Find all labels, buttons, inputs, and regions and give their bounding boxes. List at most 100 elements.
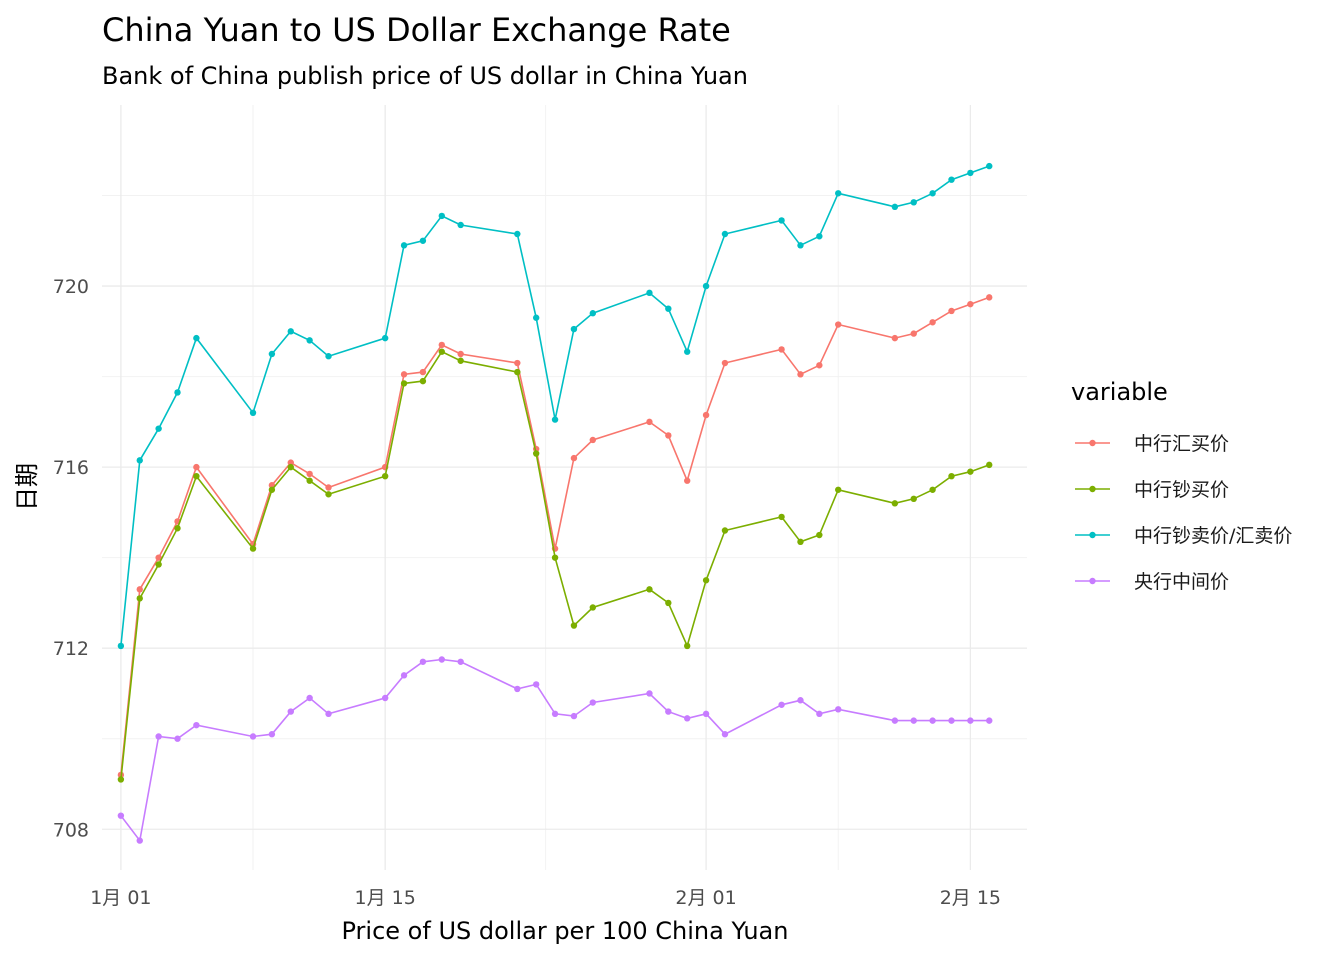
data-point: [891, 334, 899, 342]
data-point: [589, 310, 597, 317]
data-point: [948, 307, 955, 315]
y-axis-ticks: 708 712 716 720: [53, 276, 89, 841]
series-1: [117, 348, 993, 783]
data-point: [136, 586, 143, 593]
grid-major: [102, 105, 1027, 870]
data-point: [986, 461, 993, 469]
data-point: [325, 353, 332, 360]
data-point: [457, 221, 464, 229]
data-point: [910, 330, 917, 337]
legend-label: 央行中间价: [1134, 571, 1229, 593]
data-point: [721, 359, 729, 367]
data-point: [721, 731, 729, 738]
grid-minor: [102, 105, 1027, 870]
data-point: [268, 350, 276, 358]
x-axis-ticks: 1月 01 1月 15 2月 01 2月 15: [90, 887, 1001, 909]
data-point: [684, 348, 691, 355]
data-point: [551, 554, 559, 561]
data-point: [400, 380, 408, 387]
y-tick-label: 720: [53, 276, 89, 298]
data-point: [816, 710, 823, 718]
data-point: [457, 357, 464, 364]
data-point: [721, 230, 729, 238]
data-point: [967, 468, 974, 475]
data-point: [551, 710, 559, 718]
y-tick-label: 716: [53, 457, 89, 479]
data-point: [721, 527, 729, 534]
data-point: [929, 190, 936, 197]
data-point: [910, 717, 917, 724]
data-point: [287, 459, 294, 466]
data-point: [249, 545, 257, 552]
data-point: [702, 710, 710, 718]
data-point: [684, 642, 691, 650]
data-point: [665, 708, 672, 715]
data-point: [986, 162, 993, 170]
legend-label: 中行钞买价: [1134, 479, 1229, 501]
data-point: [589, 604, 597, 611]
series-2: [117, 162, 993, 650]
data-point: [665, 599, 672, 607]
legend-key-point: [1089, 531, 1096, 539]
data-point: [702, 411, 710, 419]
data-point: [400, 371, 408, 378]
data-point: [268, 731, 276, 738]
data-point: [325, 710, 332, 718]
data-point: [967, 169, 974, 177]
data-point: [381, 472, 389, 480]
data-point: [797, 538, 804, 546]
legend-key-point: [1089, 577, 1096, 585]
data-point: [835, 706, 842, 713]
data-point: [193, 334, 200, 342]
data-point: [306, 477, 313, 484]
data-point: [136, 595, 143, 602]
data-point: [702, 577, 710, 584]
x-tick-label: 1月 15: [355, 887, 416, 909]
data-point: [287, 328, 294, 335]
data-point: [136, 837, 143, 844]
data-point: [193, 463, 200, 471]
data-point: [948, 176, 955, 183]
data-point: [249, 733, 257, 740]
data-point: [986, 294, 993, 301]
x-axis-title: Price of US dollar per 100 China Yuan: [342, 917, 789, 945]
data-point: [929, 319, 936, 326]
data-point: [532, 314, 540, 321]
legend-item: 中行钞买价: [1075, 479, 1229, 501]
data-point: [646, 586, 653, 593]
data-point: [778, 346, 785, 353]
data-point: [438, 212, 445, 220]
data-point: [381, 694, 389, 702]
data-point: [646, 690, 653, 697]
data-point: [797, 371, 804, 378]
data-point: [891, 500, 899, 507]
data-point: [835, 190, 842, 197]
data-point: [249, 409, 257, 417]
data-point: [910, 199, 917, 206]
data-point: [589, 436, 597, 444]
data-point: [910, 495, 917, 503]
data-point: [816, 362, 823, 369]
data-point: [306, 470, 313, 478]
data-point: [702, 282, 710, 290]
data-point: [155, 561, 162, 568]
data-point: [174, 525, 181, 532]
data-point: [400, 672, 408, 679]
series-layer: [117, 162, 993, 844]
data-point: [117, 776, 125, 783]
legend-key-point: [1089, 439, 1096, 447]
legend-title: variable: [1071, 378, 1168, 406]
data-point: [532, 681, 540, 688]
series-3: [117, 656, 993, 844]
data-point: [306, 337, 313, 344]
data-point: [778, 217, 785, 224]
data-point: [570, 454, 578, 462]
data-point: [646, 418, 653, 426]
series-line: [120, 165, 990, 646]
data-point: [174, 389, 181, 396]
data-point: [193, 472, 200, 480]
legend-label: 中行钞卖价/汇卖价: [1134, 525, 1292, 547]
legend-key-point: [1089, 485, 1096, 493]
data-point: [457, 350, 464, 358]
